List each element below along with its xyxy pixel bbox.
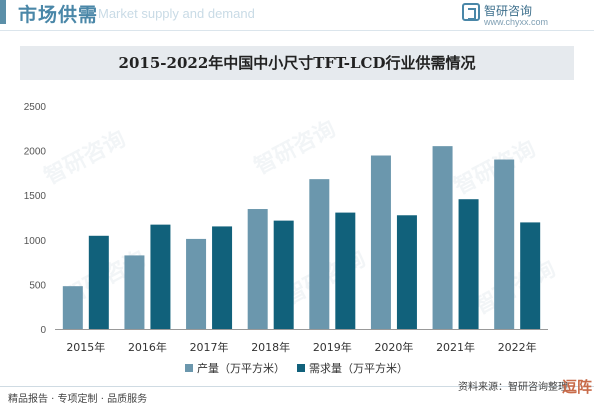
bar-demand xyxy=(212,226,233,329)
bar-demand xyxy=(273,220,294,329)
bar-production xyxy=(370,155,391,329)
brand[interactable]: 智研咨询 www.chyxx.com xyxy=(462,1,572,31)
x-tick-label: 2018年 xyxy=(251,340,290,354)
bar-production xyxy=(124,255,145,329)
legend-swatch-demand xyxy=(297,364,305,372)
x-tick-label: 2016年 xyxy=(128,340,167,354)
y-tick-label: 1000 xyxy=(24,236,47,247)
footer-divider xyxy=(0,386,594,387)
y-tick-label: 500 xyxy=(29,280,46,291)
section-title: 市场供需 xyxy=(18,4,99,26)
bar-production xyxy=(432,146,453,329)
bar-demand xyxy=(520,222,541,329)
legend-label-production: 产量（万平方米） xyxy=(197,361,285,375)
header-accent-bar xyxy=(0,0,6,24)
header-divider xyxy=(0,30,594,31)
brand-logo-icon xyxy=(462,3,480,21)
y-tick-label: 1500 xyxy=(24,191,47,202)
legend-swatch-production xyxy=(185,364,193,372)
y-tick-label: 0 xyxy=(40,325,46,336)
bar-demand xyxy=(458,199,479,329)
page-header: 市场供需 Market supply and demand 智研咨询 www.c… xyxy=(0,0,594,31)
bar-demand xyxy=(150,224,171,329)
brand-name: 智研咨询 xyxy=(484,4,533,18)
y-tick-label: 2500 xyxy=(24,102,47,113)
chart-title-box: 2015-2022年中国中小尺寸TFT-LCD行业供需情况 xyxy=(20,46,574,80)
bar-demand xyxy=(335,212,356,329)
bar-demand xyxy=(396,215,417,329)
bar-production xyxy=(247,209,268,329)
x-tick-label: 2015年 xyxy=(66,340,105,354)
x-tick-label: 2021年 xyxy=(436,340,475,354)
y-tick-label: 2000 xyxy=(24,147,47,158)
bar-production xyxy=(186,238,207,329)
bar-demand xyxy=(88,235,109,329)
footer-tagline: 精品报告 · 专项定制 · 品质服务 xyxy=(8,394,148,405)
corner-badge: 逗阵 xyxy=(561,378,592,396)
bar-production xyxy=(494,159,515,329)
bar-production xyxy=(309,179,330,329)
x-tick-label: 2017年 xyxy=(190,340,229,354)
x-tick-label: 2020年 xyxy=(374,340,413,354)
legend-label-demand: 需求量（万平方米） xyxy=(309,361,408,375)
source-note: 资料来源：智研咨询整理 xyxy=(458,382,568,393)
section-subtitle: Market supply and demand xyxy=(98,6,255,21)
x-tick-label: 2019年 xyxy=(313,340,352,354)
bar-production xyxy=(62,286,83,329)
brand-url[interactable]: www.chyxx.com xyxy=(484,17,549,27)
x-tick-label: 2022年 xyxy=(498,340,537,354)
chart-title: 2015-2022年中国中小尺寸TFT-LCD行业供需情况 xyxy=(118,54,476,72)
